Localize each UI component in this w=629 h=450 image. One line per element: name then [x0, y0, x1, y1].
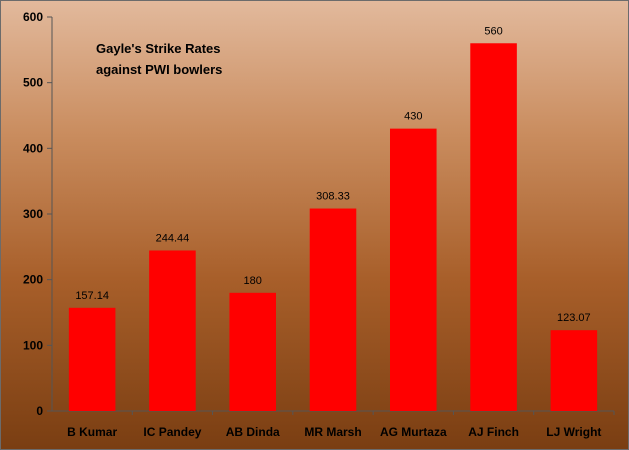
y-axis-ticks: 0 100 200 300 400 500 600 [23, 10, 52, 418]
bar [550, 330, 598, 411]
data-label: 180 [244, 275, 262, 287]
category-label: AB Dinda [226, 425, 280, 439]
y-tick-label: 100 [23, 338, 43, 352]
bar [149, 250, 196, 411]
bar [229, 292, 276, 411]
y-tick-label: 200 [23, 273, 43, 287]
category-label: B Kumar [67, 425, 117, 439]
y-tick-label: 300 [23, 207, 43, 221]
category-label: AJ Finch [468, 425, 519, 439]
y-tick-label: 600 [23, 10, 43, 24]
data-labels: 157.14 244.44 180 308.33 430 560 123.07 [75, 25, 590, 324]
chart-title-line-1: Gayle's Strike Rates [96, 41, 221, 56]
bar [309, 208, 357, 411]
data-label: 308.33 [316, 191, 350, 203]
category-label: MR Marsh [304, 425, 361, 439]
bar [470, 43, 517, 412]
data-label: 244.44 [156, 232, 190, 244]
data-label: 123.07 [557, 312, 591, 324]
chart-title-line-2: against PWI bowlers [96, 62, 223, 77]
data-label: 157.14 [75, 290, 109, 302]
category-label: IC Pandey [143, 425, 201, 439]
data-label: 430 [404, 111, 422, 123]
data-label: 560 [484, 25, 502, 37]
y-tick-label: 500 [23, 76, 43, 90]
bar [390, 128, 437, 411]
category-label: LJ Wright [546, 425, 601, 439]
category-labels: B Kumar IC Pandey AB Dinda MR Marsh AG Murta… [67, 411, 615, 439]
bar [68, 307, 116, 411]
y-tick-label: 0 [36, 404, 43, 418]
bars [68, 43, 598, 412]
y-tick-label: 400 [23, 141, 43, 155]
category-label: AG Murtaza [380, 425, 447, 439]
chart-title: Gayle's Strike Rates against PWI bowlers [96, 38, 222, 80]
